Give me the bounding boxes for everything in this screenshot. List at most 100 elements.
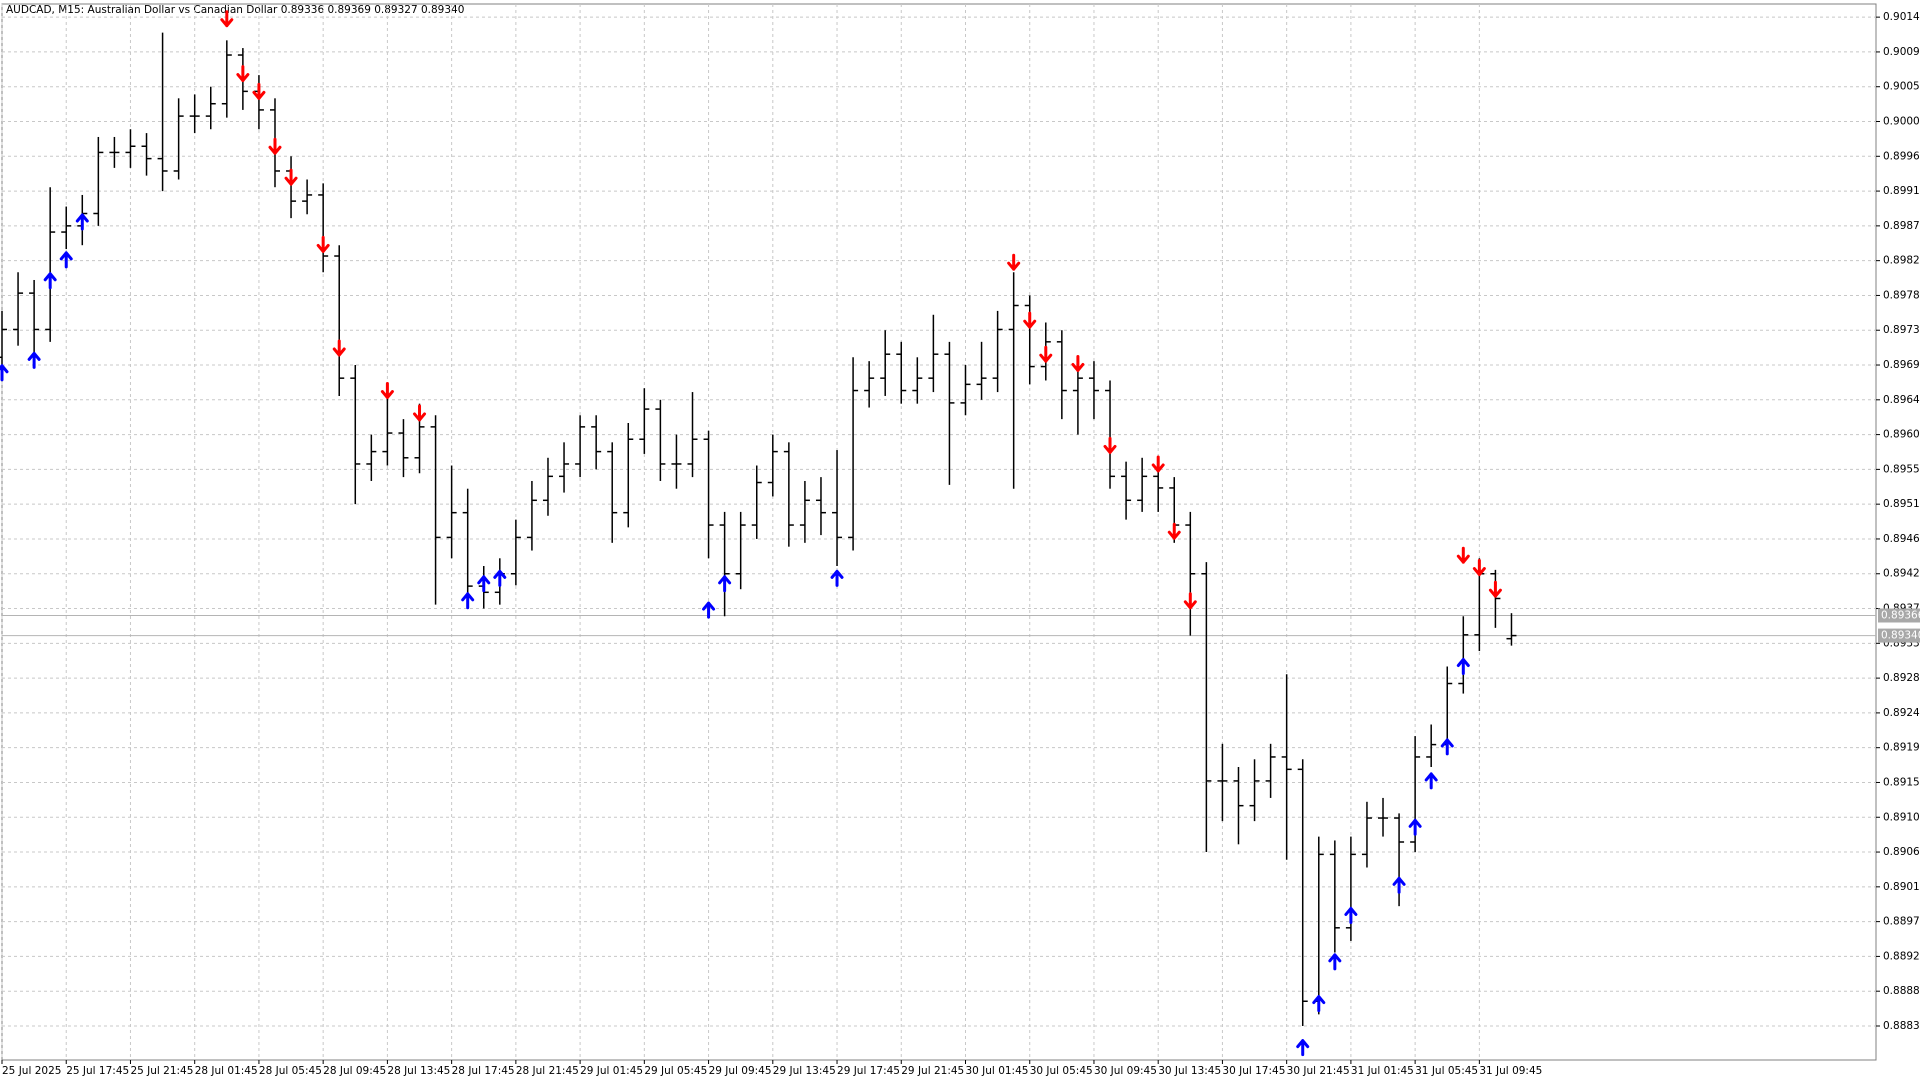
candle [1185,511,1196,636]
buy-arrow [1328,953,1342,971]
candle [655,399,666,481]
candle [848,357,859,551]
candle [510,519,521,586]
candle [1458,616,1469,694]
candle [928,314,939,393]
sell-arrow [252,82,266,100]
candle [960,365,971,416]
x-tick-label: 29 Jul 17:45 [837,1065,900,1077]
candle [398,419,409,478]
buy-arrow [1312,995,1326,1013]
buy-arrow [0,364,9,382]
x-tick-label: 30 Jul 17:45 [1222,1065,1285,1077]
price-label-bg [1878,608,1920,623]
sell-arrow [332,339,346,357]
sell-arrow [284,168,298,186]
candle [1490,569,1501,628]
candle [1297,759,1308,1026]
buy-arrow [1296,1039,1310,1057]
candle [302,179,313,215]
candle [1105,380,1116,489]
candle [767,434,778,497]
x-tick-label: 31 Jul 09:45 [1479,1065,1542,1077]
y-tick-label: 0.88835 [1883,1020,1920,1032]
x-tick-label: 31 Jul 05:45 [1415,1065,1478,1077]
candle [1217,743,1228,822]
candle [61,206,72,250]
sell-arrow [316,235,330,253]
candle [623,422,634,528]
candle [1249,759,1260,822]
price-label-bg [1878,628,1920,643]
candle [29,279,40,366]
candle [1056,330,1067,420]
candle [832,450,843,567]
plot-frame [1,3,1877,1061]
candle [446,465,457,559]
buy-arrow [1408,818,1422,836]
sell-arrow [1151,455,1165,473]
candle [1329,840,1340,953]
y-tick-label: 0.89195 [1883,742,1920,754]
buy-arrow [718,575,732,593]
sell-arrow [1023,311,1037,329]
candle [719,511,730,617]
x-tick-label: 25 Jul 2025 [2,1065,61,1077]
buy-arrow [27,351,41,369]
x-tick-label: 29 Jul 13:45 [773,1065,836,1077]
y-tick-label: 0.90140 [1883,11,1920,23]
sell-arrow [1488,580,1502,598]
candle [1361,801,1372,868]
y-tick-label: 0.89915 [1883,185,1920,197]
x-tick-label: 30 Jul 13:45 [1158,1065,1221,1077]
y-tick-label: 0.88925 [1883,950,1920,962]
buy-arrow [1456,658,1470,676]
sell-arrow [268,137,282,155]
candle [1233,767,1244,845]
candle [1201,562,1212,853]
candle [221,40,232,118]
candle [205,86,216,130]
buy-arrow [830,569,844,587]
candle [1506,613,1517,646]
y-tick-label: 0.89015 [1883,881,1920,893]
candle [703,430,714,559]
x-tick-label: 25 Jul 17:45 [66,1065,129,1077]
buy-arrow [477,575,491,593]
x-tick-label: 28 Jul 09:45 [323,1065,386,1077]
candle [141,133,152,176]
y-tick-label: 0.89825 [1883,255,1920,267]
y-tick-label: 0.89555 [1883,463,1920,475]
candle [783,442,794,547]
candle [542,457,553,516]
buy-arrow [1440,738,1454,756]
candle [1378,797,1389,837]
sell-arrow [220,10,234,28]
sell-arrow [1472,559,1486,577]
x-tick-label: 30 Jul 05:45 [1030,1065,1093,1077]
x-tick-label: 28 Jul 21:45 [516,1065,579,1077]
buy-arrow [43,272,57,290]
x-tick-label: 29 Jul 09:45 [709,1065,772,1077]
candle [976,341,987,400]
candle [1121,461,1132,520]
x-tick-label: 28 Jul 05:45 [259,1065,322,1077]
candle [639,388,650,454]
buy-arrow [1424,772,1438,790]
buy-arrow [1392,876,1406,894]
candle [1426,724,1437,768]
candle [607,442,618,543]
sell-arrow [236,65,250,83]
y-tick-label: 0.90095 [1883,46,1920,58]
candle [430,415,441,605]
chart-title: AUDCAD, M15: Australian Dollar vs Canadi… [6,4,464,16]
candle [1088,361,1099,420]
sell-arrow [1456,546,1470,564]
x-tick-label: 30 Jul 09:45 [1094,1065,1157,1077]
